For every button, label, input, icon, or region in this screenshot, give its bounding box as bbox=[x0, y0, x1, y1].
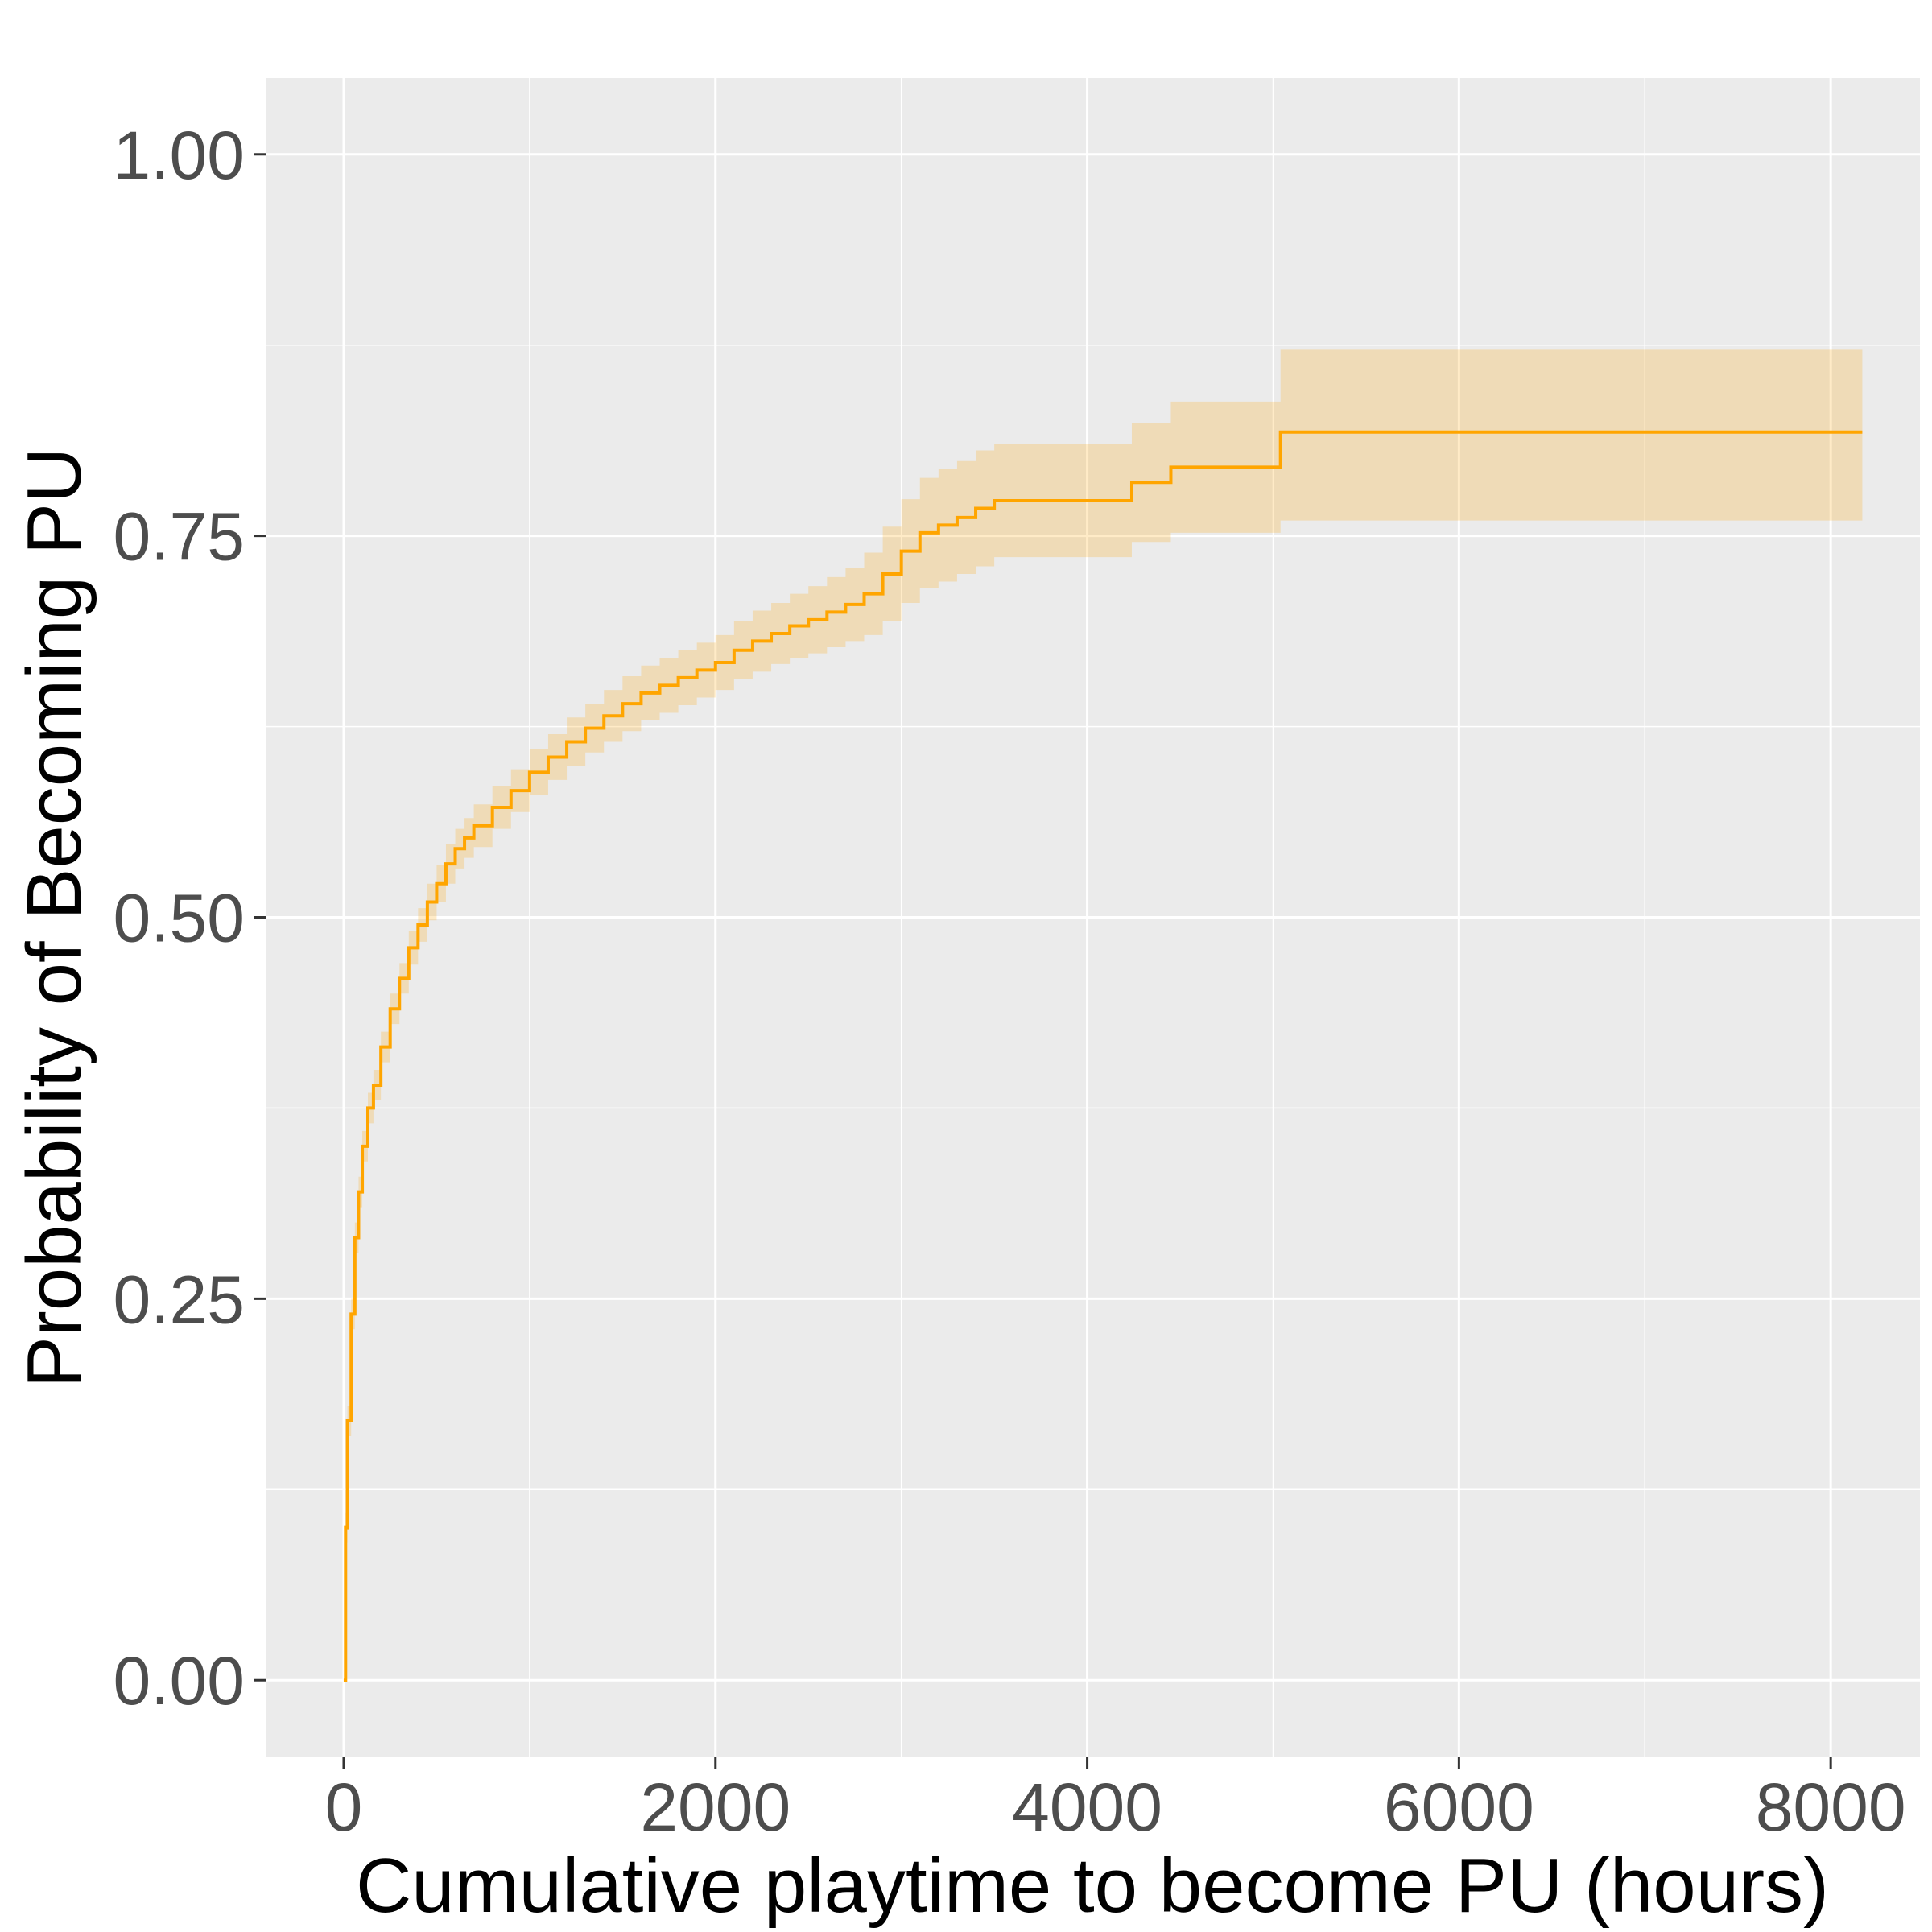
y-tick-label: 1.00 bbox=[114, 118, 246, 193]
y-tick-label: 0.00 bbox=[114, 1643, 246, 1719]
y-axis: 0.00 0.25 0.50 0.75 1.00 bbox=[114, 118, 266, 1719]
x-tick-label: 0 bbox=[325, 1769, 363, 1845]
x-axis-title: Cumulative playtime to become PU (hours) bbox=[356, 1843, 1829, 1929]
x-axis: 0 2000 4000 6000 8000 bbox=[325, 1757, 1906, 1845]
x-tick-label: 2000 bbox=[640, 1769, 791, 1845]
y-tick-label: 0.50 bbox=[114, 881, 246, 956]
y-axis-title: Probability of Becoming PU bbox=[11, 448, 97, 1389]
y-tick-label: 0.25 bbox=[114, 1261, 246, 1337]
x-tick-label: 6000 bbox=[1384, 1769, 1534, 1845]
confidence-band bbox=[343, 349, 1863, 1681]
y-tick-label: 0.75 bbox=[114, 499, 246, 575]
km-curve-line bbox=[343, 430, 1863, 1682]
x-tick-label: 8000 bbox=[1756, 1769, 1906, 1845]
major-grid bbox=[266, 78, 1920, 1757]
x-tick-label: 4000 bbox=[1012, 1769, 1162, 1845]
